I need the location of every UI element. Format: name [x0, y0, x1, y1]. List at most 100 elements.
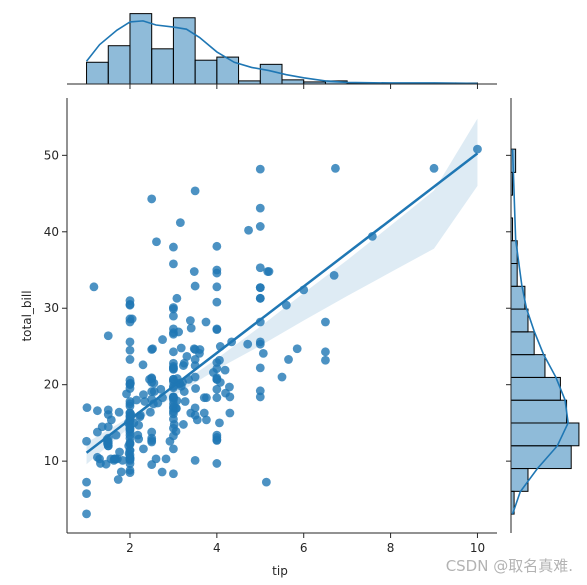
scatter-point	[125, 423, 135, 433]
scatter-point	[147, 345, 157, 354]
scatter-point	[175, 218, 185, 228]
scatter-point	[82, 477, 91, 487]
x-tick-label: 10	[470, 541, 485, 555]
x-kde-curve	[85, 20, 478, 85]
y-hist-bar	[510, 422, 580, 447]
x-hist-bar	[259, 63, 283, 85]
y-hist-bar	[510, 376, 561, 401]
x-axis-label: tip	[272, 564, 288, 578]
scatter-point	[147, 387, 157, 396]
regression-line	[85, 152, 479, 454]
scatter-point	[89, 282, 99, 292]
scatter-point	[202, 415, 211, 425]
scatter-point	[147, 460, 157, 469]
scatter-point	[212, 324, 222, 334]
scatter-point	[138, 360, 148, 370]
scatter-point	[125, 380, 135, 390]
scatter-point	[145, 407, 155, 417]
regression-ci-band	[86, 118, 478, 465]
y-marginal-histogram	[506, 98, 580, 533]
scatter-point	[284, 355, 293, 364]
x-tick-label: 4	[213, 541, 221, 555]
scatter-point	[122, 389, 131, 399]
scatter-point	[212, 384, 222, 394]
scatter-point	[190, 186, 200, 196]
scatter-point	[263, 267, 273, 276]
scatter-point	[161, 454, 171, 464]
y-hist-bar	[510, 331, 535, 356]
scatter-point	[118, 455, 127, 465]
scatter-point	[212, 430, 222, 440]
scatter-point	[169, 347, 178, 357]
x-tick-label: 2	[126, 541, 134, 555]
scatter-point	[292, 344, 302, 354]
scatter-point	[255, 293, 265, 303]
scatter-point	[158, 335, 167, 344]
scatter-point	[180, 397, 190, 406]
scatter-point	[182, 352, 192, 361]
y-tick-label: 30	[44, 301, 59, 315]
x-hist-bar	[281, 79, 305, 85]
x-hist-bar	[151, 48, 174, 85]
y-hist-bar	[510, 399, 568, 424]
scatter-point	[147, 194, 157, 204]
scatter-point	[139, 390, 148, 400]
scatter-point	[255, 283, 265, 292]
scatter-point	[169, 329, 178, 339]
scatter-point	[103, 410, 113, 419]
scatter-point	[125, 450, 135, 460]
scatter-point	[429, 163, 439, 173]
y-tick-label: 10	[44, 454, 59, 468]
scatter-point	[125, 300, 135, 309]
scatter-point	[140, 397, 150, 406]
scatter-point	[97, 422, 107, 432]
scatter-point	[157, 467, 167, 477]
scatter-point	[82, 436, 91, 446]
scatter-point	[169, 303, 178, 312]
scatter-point	[185, 316, 195, 325]
y-kde-curve	[511, 149, 569, 515]
scatter-point	[329, 270, 339, 280]
scatter-point	[261, 477, 271, 487]
scatter-point	[109, 455, 119, 465]
y-hist-bar	[510, 468, 529, 492]
scatter-point	[134, 434, 144, 444]
scatter-point	[190, 455, 200, 465]
scatter-point	[147, 427, 157, 437]
scatter-point	[103, 433, 113, 443]
scatter-point	[212, 364, 222, 374]
scatter-point	[147, 436, 157, 445]
scatter-point	[152, 237, 161, 247]
scatter-point	[169, 364, 178, 374]
scatter-point	[215, 418, 224, 428]
scatter-point	[255, 363, 265, 373]
scatter-point	[169, 259, 178, 269]
watermark: CSDN @取名真难.	[445, 557, 573, 575]
scatter-point	[82, 489, 91, 499]
scatter-point	[125, 468, 135, 478]
regression-line-group	[85, 152, 479, 454]
scatter-point	[169, 444, 178, 454]
scatter-point	[212, 373, 222, 383]
scatter-point	[331, 163, 340, 173]
scatter-point	[125, 439, 135, 448]
scatter-point	[82, 403, 92, 413]
scatter-point	[225, 408, 235, 418]
y-tick-label: 50	[44, 148, 59, 162]
scatter-point	[255, 203, 265, 213]
scatter-point	[115, 447, 124, 457]
x-hist-bar	[216, 56, 240, 85]
scatter-point	[169, 409, 178, 419]
scatter-point	[221, 388, 230, 398]
scatter-point	[255, 164, 265, 174]
scatter-point	[134, 420, 144, 430]
scatter-point	[169, 374, 178, 384]
scatter-point	[103, 422, 113, 432]
scatter-point	[255, 222, 265, 231]
scatter-point	[243, 339, 253, 349]
scatter-point	[212, 297, 222, 307]
x-hist-bar	[129, 13, 153, 85]
scatter-point	[125, 337, 135, 347]
scatter-point	[179, 420, 188, 429]
scatter-point	[125, 397, 135, 406]
